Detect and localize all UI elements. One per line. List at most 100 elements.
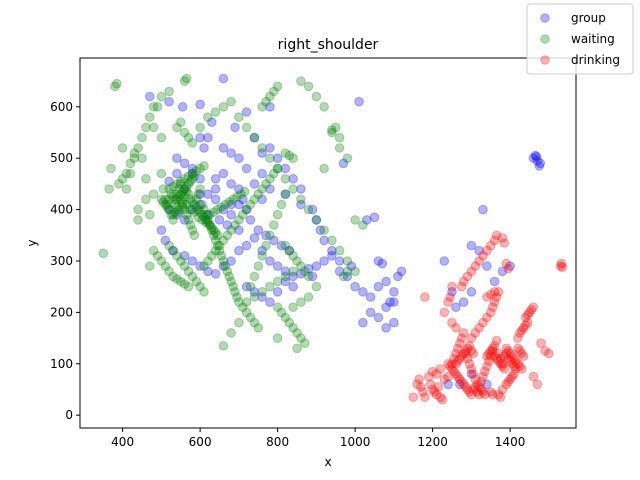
point-waiting-106 — [280, 174, 291, 184]
point-drinking-33 — [478, 371, 488, 382]
point-waiting-175 — [257, 287, 267, 297]
point-waiting-65 — [253, 323, 264, 333]
point-group-36 — [203, 266, 213, 277]
point-drinking-107 — [418, 387, 428, 397]
point-group-146 — [218, 204, 229, 215]
point-drinking-92 — [499, 238, 510, 248]
point-group-148 — [234, 199, 244, 210]
point-waiting-132 — [207, 251, 217, 261]
point-waiting-146 — [261, 179, 271, 189]
point-group-115 — [210, 174, 221, 184]
point-waiting-10 — [133, 215, 143, 225]
legend-box — [526, 3, 634, 75]
point-waiting-149 — [272, 163, 283, 174]
point-drinking-123 — [468, 384, 479, 395]
point-drinking-85 — [474, 256, 484, 266]
point-waiting-120 — [327, 127, 337, 138]
point-waiting-135 — [218, 235, 229, 246]
point-waiting-258 — [187, 174, 198, 184]
point-waiting-227 — [176, 276, 186, 287]
point-group-142 — [195, 174, 205, 184]
point-group-81 — [458, 297, 469, 307]
plot-border — [79, 57, 577, 429]
point-group-53 — [327, 251, 337, 261]
point-group-94 — [535, 158, 546, 169]
series-group — [145, 73, 546, 390]
point-waiting-48 — [210, 235, 221, 246]
point-drinking-145 — [511, 364, 521, 374]
point-waiting-83 — [176, 256, 186, 266]
point-group-98 — [466, 369, 477, 379]
point-drinking-110 — [443, 359, 453, 369]
point-waiting-147 — [265, 174, 275, 184]
point-waiting-89 — [199, 287, 209, 297]
point-waiting-183 — [162, 202, 172, 212]
point-waiting-191 — [177, 197, 188, 207]
point-drinking-130 — [482, 351, 492, 361]
point-waiting-185 — [166, 189, 176, 199]
point-group-21 — [280, 189, 291, 199]
point-waiting-279 — [288, 302, 298, 313]
point-waiting-151 — [284, 150, 295, 161]
point-waiting-94 — [187, 138, 198, 148]
point-group-121 — [241, 163, 252, 174]
point-waiting-75 — [129, 153, 140, 163]
point-drinking-82 — [462, 271, 473, 282]
point-drinking-41 — [493, 348, 504, 359]
point-drinking-44 — [499, 364, 510, 374]
point-waiting-236 — [189, 207, 200, 217]
point-drinking-72 — [474, 323, 484, 333]
point-drinking-157 — [509, 369, 519, 379]
point-waiting-220 — [148, 245, 159, 256]
point-waiting-157 — [296, 261, 306, 271]
point-waiting-25 — [166, 209, 176, 220]
point-waiting-273 — [334, 132, 345, 143]
point-drinking-7 — [435, 392, 446, 403]
point-waiting-121 — [334, 143, 345, 153]
point-group-128 — [265, 143, 275, 153]
point-waiting-105 — [272, 163, 283, 174]
point-waiting-136 — [222, 230, 233, 241]
point-waiting-16 — [148, 189, 159, 199]
point-drinking-169 — [468, 348, 479, 359]
point-waiting-256 — [183, 179, 194, 189]
point-drinking-158 — [487, 389, 498, 400]
point-drinking-121 — [464, 387, 475, 397]
point-group-84 — [478, 204, 488, 215]
point-drinking-19 — [451, 348, 461, 359]
point-drinking-64 — [528, 302, 539, 313]
point-drinking-16 — [443, 371, 453, 382]
point-waiting-21 — [158, 184, 169, 194]
point-waiting-240 — [205, 209, 215, 220]
point-drinking-154 — [503, 377, 514, 387]
point-drinking-84 — [470, 261, 481, 271]
point-waiting-67 — [181, 73, 192, 84]
point-group-41 — [241, 240, 252, 251]
point-waiting-251 — [174, 192, 184, 202]
point-group-1 — [164, 96, 174, 107]
point-group-8 — [249, 132, 260, 143]
point-group-77 — [389, 297, 399, 307]
point-waiting-130 — [199, 261, 209, 271]
point-group-18 — [241, 204, 252, 215]
point-group-97 — [455, 379, 465, 390]
point-group-55 — [342, 271, 353, 282]
x-tick-label-0: 400 — [111, 435, 134, 449]
point-group-37 — [210, 269, 221, 279]
point-waiting-153 — [280, 240, 291, 251]
points-layer — [98, 73, 568, 405]
point-waiting-196 — [187, 197, 198, 207]
point-waiting-108 — [296, 194, 306, 205]
point-drinking-150 — [493, 389, 504, 400]
point-drinking-120 — [462, 384, 473, 395]
point-group-96 — [443, 379, 453, 390]
point-group-82 — [466, 287, 477, 297]
point-waiting-238 — [197, 215, 207, 225]
point-drinking-65 — [536, 338, 546, 349]
point-group-119 — [249, 179, 260, 189]
point-drinking-42 — [495, 353, 506, 364]
point-group-101 — [195, 199, 205, 210]
point-waiting-180 — [156, 194, 167, 205]
point-group-40 — [234, 245, 244, 256]
point-drinking-93 — [501, 258, 512, 269]
